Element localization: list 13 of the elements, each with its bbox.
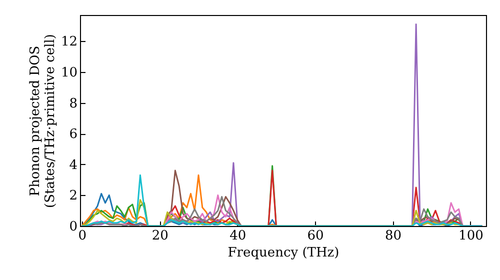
y-axis-title: Phonon projected DOS (States/THz·primitive cell) <box>28 34 58 208</box>
x-tick-label: 60 <box>307 228 324 244</box>
x-tick-label: 20 <box>152 228 168 244</box>
y-tick-label: 6 <box>69 127 78 142</box>
x-tick-label: 80 <box>384 228 402 244</box>
x-tick-label: 40 <box>230 228 246 244</box>
y-tick-label: 2 <box>69 188 78 204</box>
x-tick-label: 100 <box>458 228 484 244</box>
y-tick-label: 12 <box>60 34 78 50</box>
x-axis-title: Frequency (THz) <box>228 246 340 260</box>
y-tick-label: 8 <box>69 96 78 112</box>
y-tick-label: 4 <box>69 158 78 173</box>
y-tick-label: 10 <box>60 65 78 80</box>
